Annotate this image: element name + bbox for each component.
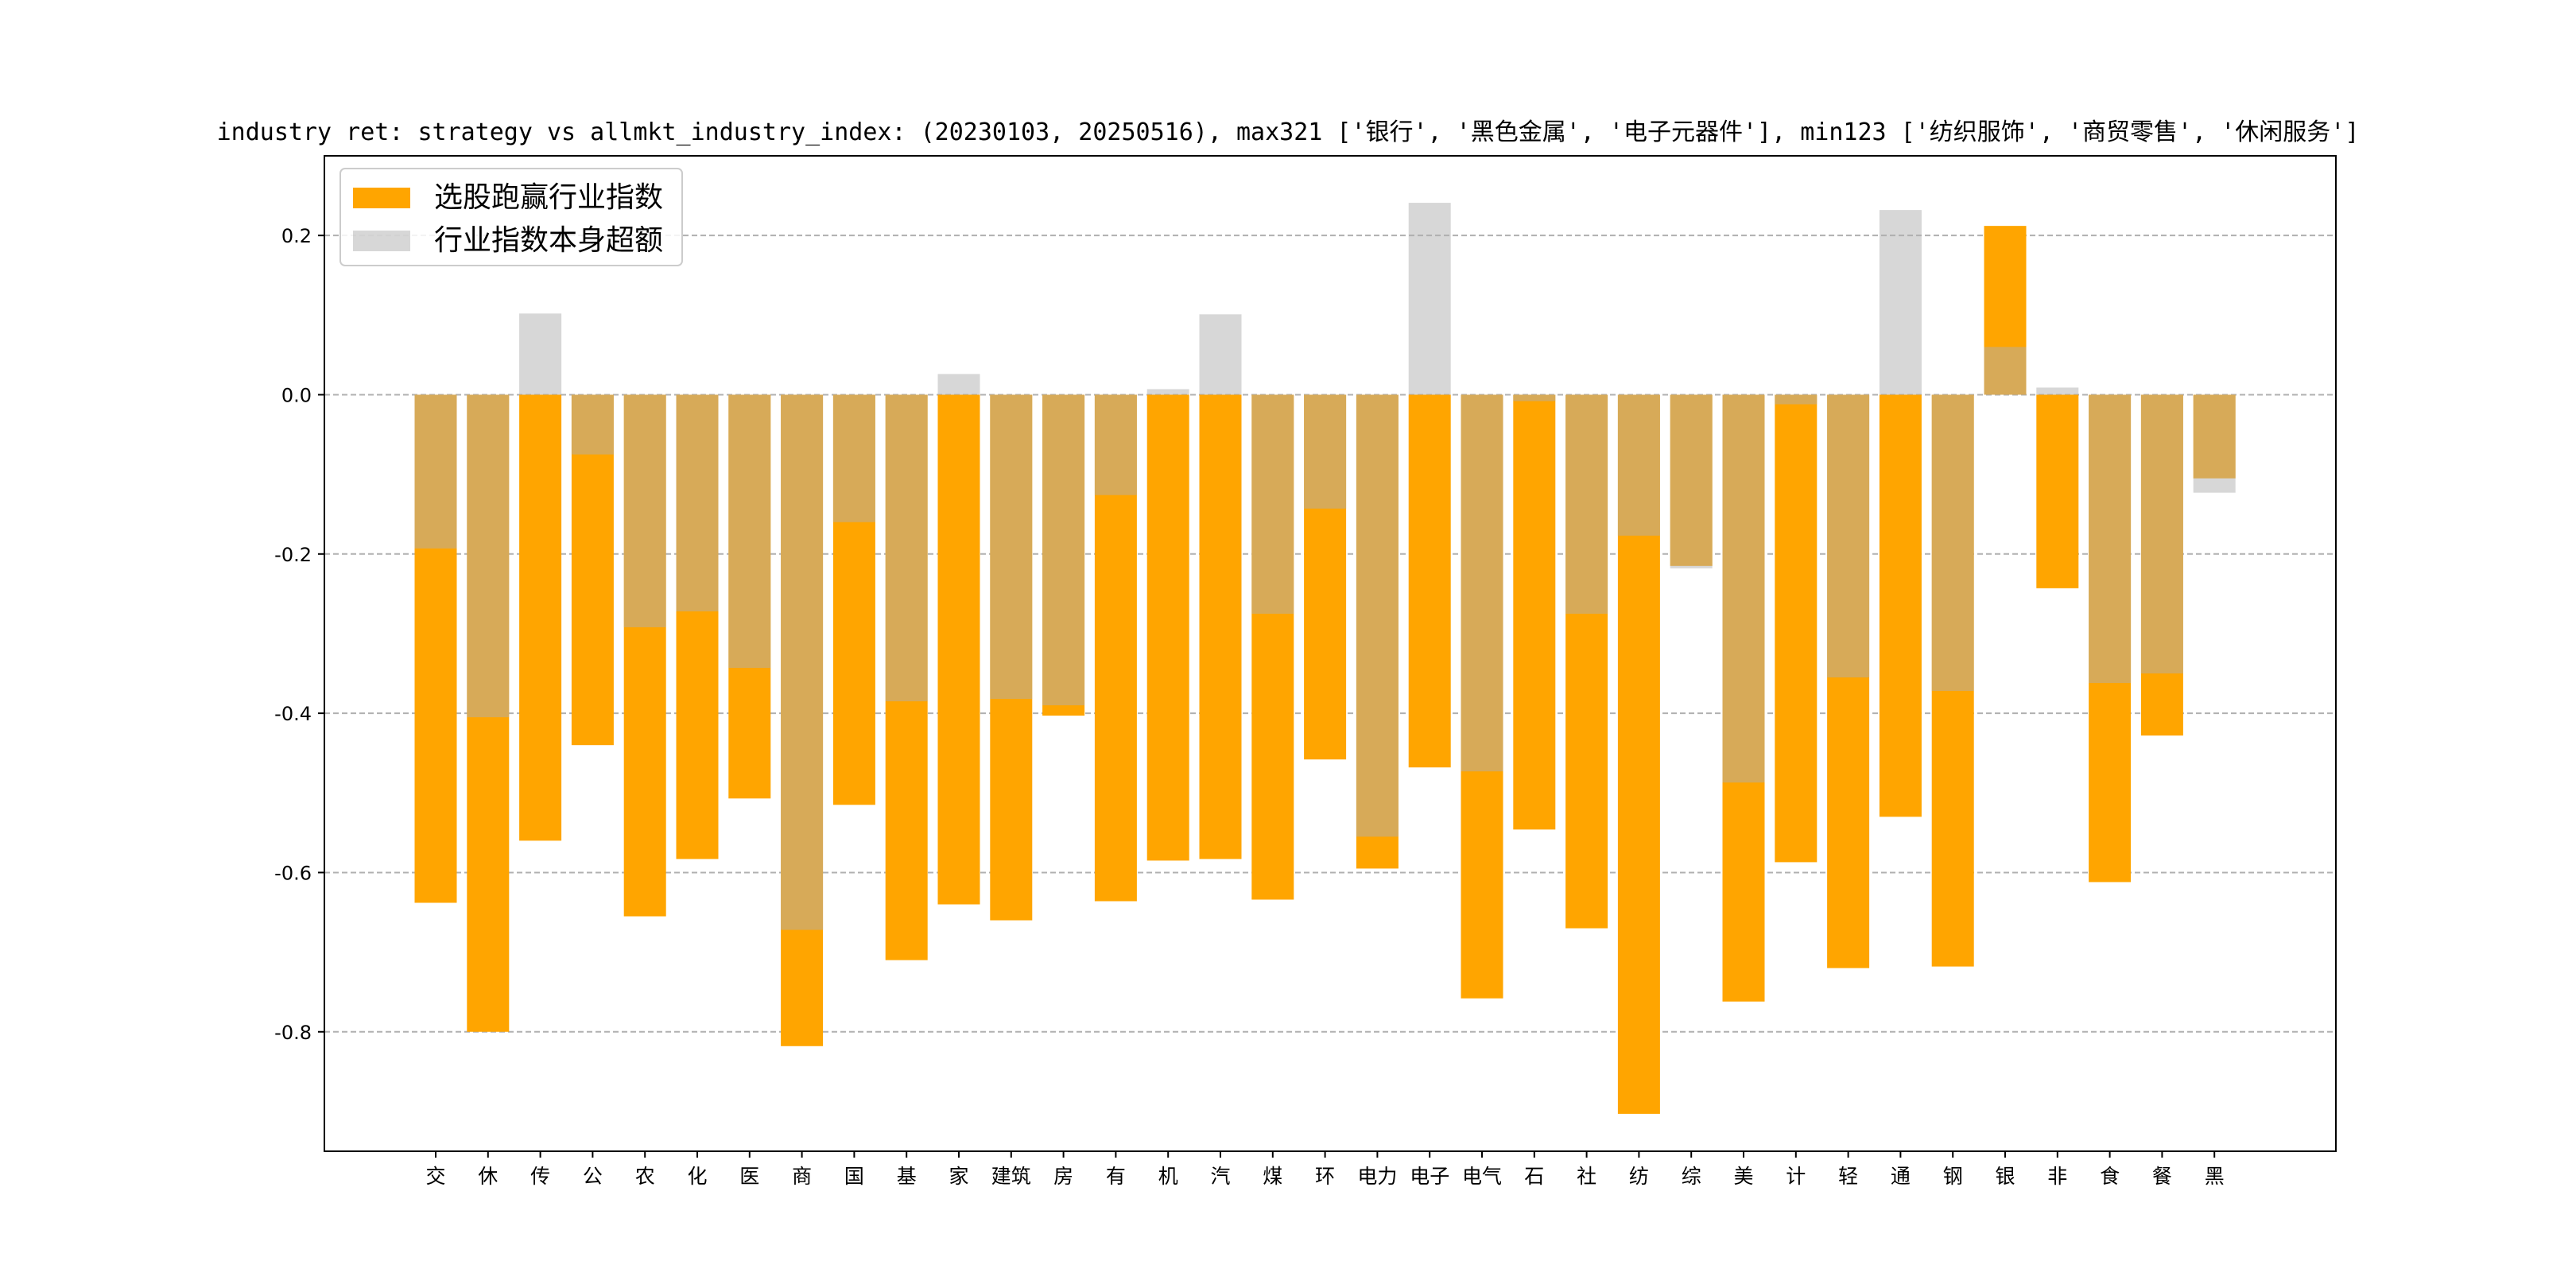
x-tick-label: 机 xyxy=(1158,1165,1178,1188)
y-tick-label: -0.8 xyxy=(274,1022,312,1044)
bar-industry-excess xyxy=(1042,394,1085,706)
x-tick-label: 交 xyxy=(425,1165,445,1188)
bar-industry-excess xyxy=(1146,389,1189,395)
bar-strategy xyxy=(1408,394,1451,768)
x-tick-label: 传 xyxy=(530,1165,550,1188)
bar-industry-excess xyxy=(467,394,510,718)
bar-industry-excess xyxy=(1251,394,1294,614)
bar-industry-excess xyxy=(885,394,928,702)
bar-industry-excess xyxy=(1094,394,1137,495)
x-tick-label: 环 xyxy=(1315,1165,1335,1188)
bar-industry-excess xyxy=(676,394,719,611)
x-tick-label: 煤 xyxy=(1263,1165,1282,1188)
bar-industry-excess xyxy=(1984,347,2027,395)
bar-industry-excess xyxy=(2089,394,2132,684)
bar-industry-excess xyxy=(832,394,875,522)
x-tick-label: 电力 xyxy=(1357,1165,1397,1188)
bar-industry-excess xyxy=(2193,394,2236,493)
plot-frame xyxy=(324,155,2337,1152)
x-tick-label: 美 xyxy=(1733,1165,1753,1188)
bars xyxy=(414,203,2236,1114)
y-tick-label: 0.2 xyxy=(281,225,312,247)
bar-industry-excess xyxy=(1879,210,1922,395)
x-tick-label: 商 xyxy=(792,1165,812,1188)
bar-industry-excess xyxy=(571,394,614,455)
legend-label: 选股跑赢行业指数 xyxy=(434,181,663,214)
bar-industry-excess xyxy=(1565,394,1608,614)
x-tick-label: 房 xyxy=(1053,1165,1073,1188)
x-tick-label: 计 xyxy=(1786,1165,1806,1188)
bar-industry-excess xyxy=(519,313,562,395)
x-tick-label: 食 xyxy=(2100,1165,2120,1188)
x-tick-label: 社 xyxy=(1577,1165,1596,1188)
bar-strategy xyxy=(1879,394,1922,817)
bar-industry-excess xyxy=(1304,394,1347,509)
y-tick-label: 0.0 xyxy=(281,384,312,406)
x-tick-label: 纺 xyxy=(1629,1165,1649,1188)
x-tick-label: 黑 xyxy=(2205,1165,2225,1188)
legend-swatch xyxy=(353,231,410,251)
bar-industry-excess xyxy=(1461,394,1503,772)
bar-industry-excess xyxy=(414,394,457,549)
x-tick-label: 银 xyxy=(1995,1165,2015,1188)
x-axis: 交 休 传 公 农 化 医 商 国 基 家建筑房 有 机 汽 煤 环电力 电子 电气石 社 纺 综 美 计 轻 通 钢 银 非 食 餐 黑 xyxy=(425,1151,2225,1188)
bar-industry-excess xyxy=(1199,314,1242,395)
bar-industry-excess xyxy=(1513,394,1556,402)
x-tick-label: 综 xyxy=(1682,1165,1701,1188)
x-tick-label: 公 xyxy=(583,1165,603,1188)
x-tick-label: 电气 xyxy=(1462,1165,1502,1188)
x-tick-label: 餐 xyxy=(2152,1165,2172,1188)
bar-strategy xyxy=(1199,394,1242,859)
bar-industry-excess xyxy=(1617,394,1660,536)
y-tick-label: -0.4 xyxy=(274,703,312,725)
bar-industry-excess xyxy=(1827,394,1870,678)
x-tick-label: 基 xyxy=(897,1165,917,1188)
bar-industry-excess xyxy=(623,394,666,627)
legend-box xyxy=(339,168,683,266)
x-tick-label: 轻 xyxy=(1838,1165,1858,1188)
y-tick-label: -0.2 xyxy=(274,544,312,566)
legend-label: 行业指数本身超额 xyxy=(434,224,663,257)
x-tick-label: 电子 xyxy=(1410,1165,1449,1188)
x-tick-label: 有 xyxy=(1106,1165,1126,1188)
bar-strategy xyxy=(519,394,562,841)
bar-strategy xyxy=(1146,394,1189,861)
x-tick-label: 石 xyxy=(1524,1165,1544,1188)
bar-industry-excess xyxy=(2036,387,2079,395)
x-tick-label: 钢 xyxy=(1943,1165,1963,1188)
x-tick-label: 通 xyxy=(1891,1165,1911,1188)
y-tick-label: -0.6 xyxy=(274,862,312,884)
x-tick-label: 建筑 xyxy=(991,1165,1031,1188)
bar-industry-excess xyxy=(2140,394,2183,674)
x-tick-label: 农 xyxy=(635,1165,655,1188)
x-tick-label: 非 xyxy=(2047,1165,2067,1188)
chart-title: industry ret: strategy vs allmkt_industr… xyxy=(217,118,2360,146)
bar-industry-excess xyxy=(781,394,824,930)
bar-industry-excess xyxy=(1670,394,1713,568)
bar-industry-excess xyxy=(728,394,771,669)
y-axis: -0.8 -0.6 -0.4 -0.2 0.0 0.2 xyxy=(274,225,324,1044)
bar-industry-excess xyxy=(990,394,1033,700)
bar-strategy xyxy=(1513,394,1556,830)
bar-industry-excess xyxy=(1775,394,1818,405)
x-tick-label: 医 xyxy=(739,1165,759,1188)
bar-industry-excess xyxy=(1408,203,1451,395)
x-tick-label: 国 xyxy=(844,1165,864,1188)
bar-industry-excess xyxy=(1722,394,1765,783)
bar-industry-excess xyxy=(937,374,980,395)
x-tick-label: 家 xyxy=(949,1165,968,1188)
bar-industry-excess xyxy=(1356,394,1399,837)
bar-industry-excess xyxy=(1931,394,1974,692)
x-tick-label: 汽 xyxy=(1210,1165,1230,1188)
x-tick-label: 化 xyxy=(687,1165,707,1188)
bar-strategy xyxy=(937,394,980,905)
legend-swatch xyxy=(353,188,410,208)
bar-strategy xyxy=(1775,394,1818,863)
bar-strategy xyxy=(2036,394,2079,588)
x-tick-label: 休 xyxy=(478,1165,498,1188)
